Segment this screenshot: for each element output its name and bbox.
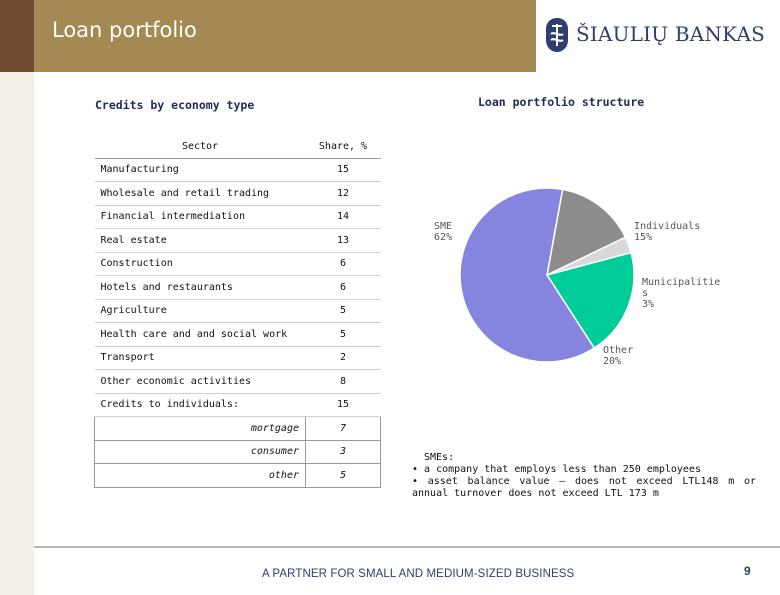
pie-label-sme-name: SME [434, 221, 453, 232]
row-value: 2 [305, 346, 381, 370]
pie-label-individuals-pct: 15% [634, 232, 653, 243]
table-subrow: consumer 3 [94, 439, 381, 464]
row-label: Transport [94, 346, 306, 370]
table-subrow: other 5 [94, 463, 381, 488]
row-label: Credits to individuals: [94, 393, 306, 417]
table-row: Real estate 13 [94, 228, 381, 253]
row-value: 15 [305, 158, 381, 182]
pie-chart [420, 165, 720, 385]
footer-tagline: A PARTNER FOR SMALL AND MEDIUM-SIZED BUS… [262, 568, 575, 580]
subrow-value: 3 [305, 439, 381, 464]
row-value: 8 [305, 369, 381, 394]
note-title: SMEs: [424, 452, 455, 463]
row-value: 6 [305, 252, 381, 276]
bank-logo-text: ŠIAULIŲ BANKAS [576, 22, 766, 46]
pie-label-sme: SME 62% [434, 221, 452, 243]
subrow-value: 7 [305, 416, 381, 441]
row-value: 13 [305, 228, 381, 253]
row-label: Construction [94, 252, 306, 276]
row-label: Agriculture [94, 299, 306, 323]
table-row: Transport 2 [94, 346, 381, 370]
row-value: 5 [305, 299, 381, 323]
row-label: Wholesale and retail trading [94, 181, 306, 206]
table-row: Other economic activities 8 [94, 369, 381, 394]
row-label: Real estate [94, 228, 306, 253]
row-label: Hotels and restaurants [94, 275, 306, 300]
table-row: Credits to individuals: 15 [94, 393, 381, 417]
pie-label-individuals: Individuals 15% [634, 221, 700, 243]
row-label: Other economic activities [94, 369, 306, 394]
page-number: 9 [744, 564, 751, 578]
column-header-share: Share, % [305, 135, 381, 159]
pie-label-other-pct: 20% [603, 356, 622, 367]
pie-chart-title: Loan portfolio structure [478, 95, 645, 109]
row-value: 12 [305, 181, 381, 206]
subrow-label: mortgage [94, 416, 306, 441]
table-subrow: mortgage 7 [94, 416, 381, 441]
pie-label-municipalities-pct: 3% [642, 299, 655, 310]
row-label: Health care and and social work [94, 322, 306, 347]
pie-chart-svg [459, 187, 635, 363]
pie-label-other-name: Other [603, 345, 634, 356]
table-row: Agriculture 5 [94, 299, 381, 323]
row-value: 5 [305, 322, 381, 347]
table-row: Hotels and restaurants 6 [94, 275, 381, 300]
table-header-row: Sector Share, % [94, 135, 381, 159]
pie-label-sme-pct: 62% [434, 232, 453, 243]
pie-label-individuals-name: Individuals [634, 221, 701, 232]
subrow-value: 5 [305, 463, 381, 488]
row-value: 15 [305, 393, 381, 417]
row-value: 6 [305, 275, 381, 300]
pie-slice-individuals [545, 188, 627, 277]
table-row: Financial intermediation 14 [94, 205, 381, 229]
pie-slice-other [545, 251, 635, 350]
sector-table: Sector Share, % Manufacturing 15 Wholesal… [94, 135, 381, 488]
table-row: Manufacturing 15 [94, 158, 381, 182]
subrow-label: other [94, 463, 306, 488]
pie-label-municipalities-name-1: Municipalitie [642, 277, 721, 288]
pie-label-municipalities: Municipalitie s 3% [642, 277, 720, 310]
page-title: Loan portfolio [52, 18, 197, 42]
row-value: 14 [305, 205, 381, 229]
pie-label-municipalities-name-2: s [642, 288, 649, 299]
table-row: Construction 6 [94, 252, 381, 276]
subrow-label: consumer [94, 439, 306, 464]
row-label: Manufacturing [94, 158, 306, 182]
table-row: Wholesale and retail trading 12 [94, 181, 381, 206]
column-header-sector: Sector [94, 135, 306, 159]
credits-section-title: Credits by economy type [95, 98, 255, 112]
table-row: Health care and and social work 5 [94, 322, 381, 347]
footer-divider [34, 546, 780, 548]
note-line-1: • a company that employs less than 250 e… [412, 464, 701, 475]
bank-emblem-icon [546, 18, 568, 52]
logo-area [536, 0, 780, 72]
pie-slice-sme [459, 187, 596, 363]
row-label: Financial intermediation [94, 205, 306, 229]
pie-label-other: Other 20% [603, 345, 633, 367]
left-margin-strip [0, 72, 34, 595]
note-line-2: • asset balance value – does not exceed … [412, 476, 756, 499]
header-accent [0, 0, 34, 72]
sme-definition-note: SMEs: • a company that employs less than… [412, 452, 756, 500]
